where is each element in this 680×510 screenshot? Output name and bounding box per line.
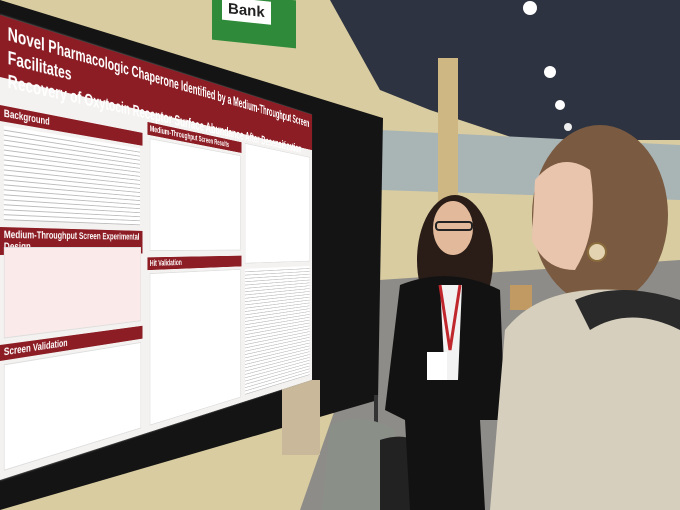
light-jacket [490,289,680,510]
sign-text: Bank [222,0,271,25]
face [433,201,473,255]
lanyard [438,284,462,351]
earring [587,242,607,262]
ceiling [330,0,680,140]
bystander-legs [282,380,320,455]
glasses [435,221,473,231]
face [532,162,593,270]
light [523,1,537,15]
light [555,100,565,110]
box [510,285,532,310]
black-suit [385,276,505,510]
light [564,123,572,131]
light [544,66,556,78]
backpack-strap [575,290,680,330]
badge [427,352,447,380]
